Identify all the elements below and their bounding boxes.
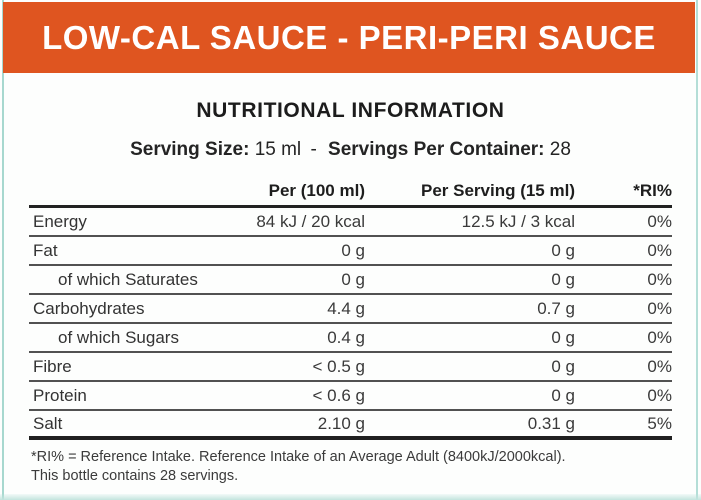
table-header-row: Per (100 ml) Per Serving (15 ml) *RI% — [29, 181, 672, 208]
table-row-carbohydrates: Carbohydrates 4.4 g 0.7 g 0% — [29, 295, 672, 324]
nutrient-label: of which Sugars — [58, 327, 179, 347]
teal-right-edge — [696, 0, 698, 500]
per-100-value: 0 g — [341, 269, 365, 289]
per-serving-value: 0 g — [551, 385, 575, 405]
nutrient-label: Protein — [33, 385, 87, 405]
per-serving-value: 0.7 g — [537, 298, 575, 318]
table-row-saturates: of which Saturates 0 g 0 g 0% — [29, 266, 672, 295]
per-serving-value: 0 g — [551, 269, 575, 289]
serving-separator: - — [310, 139, 317, 160]
label-body: NUTRITIONAL INFORMATION Serving Size: 15… — [0, 73, 701, 485]
ri-value: 0% — [647, 298, 672, 318]
ri-value: 0% — [647, 327, 672, 347]
per-100-value: 84 kJ / 20 kcal — [256, 211, 365, 231]
nutrient-label: of which Saturates — [58, 269, 198, 289]
serving-info: Serving Size: 15 ml - Servings Per Conta… — [0, 139, 701, 161]
footnote-line-1: *RI% = Reference Intake. Reference Intak… — [31, 449, 566, 465]
ri-value: 0% — [647, 356, 672, 376]
ri-value: 0% — [647, 240, 672, 260]
per-serving-value: 0.31 g — [527, 413, 575, 433]
nutrient-label: Salt — [33, 413, 63, 433]
serving-size-label: Serving Size: — [130, 139, 250, 160]
column-header-per-serving: Per Serving (15 ml) — [420, 181, 575, 200]
nutrient-label: Energy — [33, 211, 87, 231]
nutrition-table: Per (100 ml) Per Serving (15 ml) *RI% En… — [29, 181, 672, 440]
footnote: *RI% = Reference Intake. Reference Intak… — [31, 448, 672, 485]
table-row-protein: Protein < 0.6 g 0 g 0% — [29, 382, 672, 411]
nutrition-information-title: NUTRITIONAL INFORMATION — [196, 99, 505, 122]
per-serving-value: 12.5 kJ / 3 kcal — [461, 211, 575, 231]
per-100-value: < 0.6 g — [312, 385, 365, 405]
teal-bottom-edge — [0, 494, 701, 500]
per-100-value: 4.4 g — [327, 298, 365, 318]
table-row-energy: Energy 84 kJ / 20 kcal 12.5 kJ / 3 kcal … — [29, 208, 672, 237]
serving-size-value: 15 ml — [254, 139, 302, 160]
servings-per-container-label: Servings Per Container: — [328, 139, 545, 160]
ri-value: 0% — [647, 385, 672, 405]
ri-value: 0% — [647, 211, 672, 231]
servings-per-container-value: 28 — [549, 139, 571, 160]
per-100-value: 0.4 g — [327, 327, 365, 347]
table-row-fat: Fat 0 g 0 g 0% — [29, 237, 672, 266]
table-row-salt: Salt 2.10 g 0.31 g 5% — [29, 411, 672, 440]
teal-left-edge — [2, 0, 4, 500]
per-serving-value: 0 g — [551, 356, 575, 376]
per-serving-value: 0 g — [551, 240, 575, 260]
ri-value: 5% — [647, 413, 672, 433]
nutrient-label: Fat — [33, 240, 58, 260]
footnote-line-2: This bottle contains 28 servings. — [31, 467, 239, 484]
column-header-ri: *RI% — [633, 181, 672, 200]
table-row-sugars: of which Sugars 0.4 g 0 g 0% — [29, 324, 672, 353]
per-100-value: < 0.5 g — [312, 356, 365, 376]
nutrient-label: Fibre — [33, 356, 72, 376]
product-title: LOW-CAL SAUCE - PERI-PERI SAUCE — [42, 18, 656, 56]
per-100-value: 2.10 g — [317, 413, 365, 433]
table-row-fibre: Fibre < 0.5 g 0 g 0% — [29, 353, 672, 382]
column-header-per-100: Per (100 ml) — [268, 181, 365, 200]
nutrient-label: Carbohydrates — [33, 298, 145, 318]
product-banner: LOW-CAL SAUCE - PERI-PERI SAUCE — [3, 2, 695, 73]
per-100-value: 0 g — [341, 240, 365, 260]
per-serving-value: 0 g — [551, 327, 575, 347]
ri-value: 0% — [647, 269, 672, 289]
